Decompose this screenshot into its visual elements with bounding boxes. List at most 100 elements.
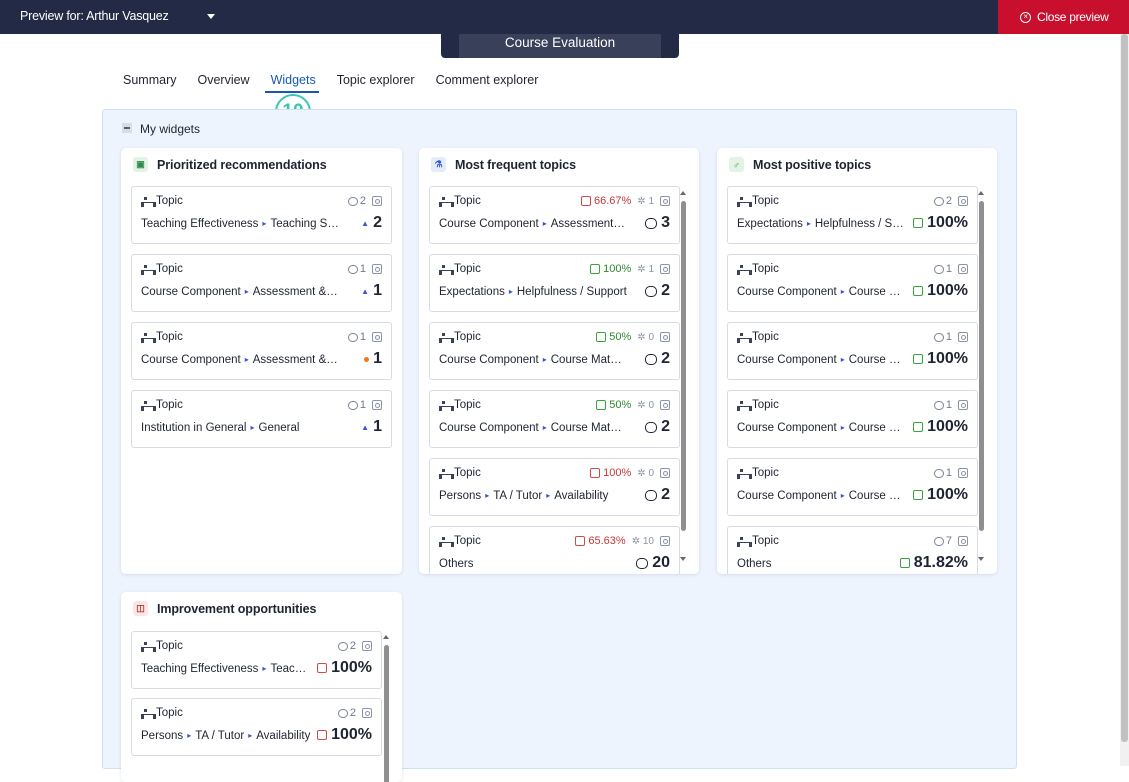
focus-icon[interactable] xyxy=(362,641,372,651)
mention-count: 2 xyxy=(645,418,670,436)
tab-overview[interactable]: Overview xyxy=(197,73,250,87)
topic-card[interactable]: Topic 2 Persons ▸ TA / Tutor ▸ Availability 100… xyxy=(131,698,382,756)
focus-icon[interactable] xyxy=(372,332,382,342)
focus-icon[interactable] xyxy=(660,332,670,342)
scroll-up-icon[interactable] xyxy=(383,635,389,639)
preview-user-select[interactable]: Preview for: Arthur Vasquez xyxy=(20,9,169,23)
focus-icon[interactable] xyxy=(660,264,670,274)
focus-icon[interactable] xyxy=(958,468,968,478)
path-segment: Institution in General xyxy=(141,422,247,434)
topic-card[interactable]: Topic 50% ✲ 0 Course Component ▸ Course Mater… xyxy=(429,322,680,380)
tab-topic-explorer[interactable]: Topic explorer xyxy=(336,73,415,87)
topic-card[interactable]: Topic 1 Course Component▸Course Material &… xyxy=(727,458,978,516)
focus-icon[interactable] xyxy=(660,468,670,478)
topic-label: Topic xyxy=(737,263,779,275)
topic-node-icon xyxy=(439,332,454,343)
path-segment: Teaching Style xyxy=(270,218,339,230)
page-scrollbar[interactable] xyxy=(1120,34,1129,766)
topic-card[interactable]: Topic 66.67% ✲ 1 Course Component ▸ Assessmen… xyxy=(429,186,680,244)
comment-count-value: 1 xyxy=(945,331,952,343)
topic-card[interactable]: Topic 1 Course Component▸Course Material &… xyxy=(727,322,978,380)
focus-icon[interactable] xyxy=(958,536,968,546)
separator-icon: ▸ xyxy=(187,731,192,740)
topic-card[interactable]: Topic 2 Expectations▸Helpfulness / Support… xyxy=(727,186,978,244)
sentiment-icon xyxy=(580,196,591,206)
comment-count-value: 7 xyxy=(945,535,952,547)
scroll-down-icon[interactable] xyxy=(978,557,984,561)
topic-card[interactable]: Topic 65.63% ✲ 10 Others 20 xyxy=(429,526,680,574)
focus-icon[interactable] xyxy=(362,708,372,718)
scroll-thumb[interactable] xyxy=(384,645,389,782)
priority-number: 1 xyxy=(373,350,382,367)
path-segment: Course Component xyxy=(439,218,539,230)
topic-type: Topic xyxy=(454,195,481,207)
separator-icon: ▸ xyxy=(840,491,845,500)
page-scrollbar-thumb[interactable] xyxy=(1121,34,1128,742)
ideas-value: 1 xyxy=(648,195,654,207)
collapse-icon[interactable] xyxy=(122,123,132,133)
mention-count: 3 xyxy=(645,214,670,232)
topic-card[interactable]: Topic 100% ✲ 1 Expectations ▸ Helpfulness / S… xyxy=(429,254,680,312)
separator-icon: ▸ xyxy=(840,287,845,296)
focus-icon[interactable] xyxy=(372,196,382,206)
focus-icon[interactable] xyxy=(660,400,670,410)
topic-card[interactable]: Topic 1 Course Component▸Course Material &… xyxy=(727,254,978,312)
scroll-thumb[interactable] xyxy=(681,201,686,531)
topic-card[interactable]: Topic 50% ✲ 0 Course Component ▸ Course Mater… xyxy=(429,390,680,448)
focus-icon[interactable] xyxy=(372,400,382,410)
ideas-value: 0 xyxy=(648,399,654,411)
negative-percent: 100% xyxy=(317,726,372,744)
topic-card[interactable]: Topic 1 Course Component▸Assessment & Eval… xyxy=(131,322,392,380)
positive-percent: 100% xyxy=(913,282,968,300)
scroll-up-icon[interactable] xyxy=(680,191,686,195)
focus-icon[interactable] xyxy=(958,196,968,206)
widget-title: Most frequent topics xyxy=(455,157,576,172)
close-preview-label: Close preview xyxy=(1037,10,1109,24)
ideas-value: 0 xyxy=(648,467,654,479)
topic-card[interactable]: Topic 1 Institution in General ▸ General ▲ 1 xyxy=(131,390,392,448)
focus-icon[interactable] xyxy=(660,536,670,546)
priority-up-icon: ▲ xyxy=(361,218,370,228)
card-meta: 65.63% ✲ 10 xyxy=(575,535,670,547)
widget-scrollbar[interactable] xyxy=(383,635,390,782)
topic-card[interactable]: Topic 2 Teaching Effectiveness▸Teaching St… xyxy=(131,631,382,689)
widget-scrollbar[interactable] xyxy=(680,191,687,561)
topic-card[interactable]: Topic 7 Others 81.82% xyxy=(727,526,978,574)
focus-icon[interactable] xyxy=(660,196,670,206)
topic-card[interactable]: Topic 1 Course Component▸Assessment & Eval… xyxy=(131,254,392,312)
mention-number: 2 xyxy=(661,418,670,435)
widget-improvement-opportunities: ◫ Improvement opportunities Topic 2 Teachi… xyxy=(121,592,402,782)
priority-value: ▲ 2 xyxy=(361,214,382,232)
focus-icon[interactable] xyxy=(958,400,968,410)
tab-comment-explorer[interactable]: Comment explorer xyxy=(435,73,539,87)
scroll-thumb[interactable] xyxy=(979,201,984,531)
tab-summary[interactable]: Summary xyxy=(123,73,177,87)
scroll-down-icon[interactable] xyxy=(680,557,686,561)
priority-up-icon: ▲ xyxy=(361,286,370,296)
comment-count: 1 xyxy=(933,263,952,275)
positive-percent: 81.82% xyxy=(899,554,968,572)
topic-card[interactable]: Topic 100% ✲ 0 Persons ▸ TA / Tutor ▸ Availabil… xyxy=(429,458,680,516)
comment-count-value: 2 xyxy=(349,640,356,652)
tab-widgets[interactable]: Widgets xyxy=(270,73,316,87)
widget-scrollbar[interactable] xyxy=(978,191,985,561)
topic-card[interactable]: Topic 2 Teaching Effectiveness▸Teaching St… xyxy=(131,186,392,244)
sentiment-value: 66.67% xyxy=(593,195,632,207)
focus-icon[interactable] xyxy=(958,264,968,274)
close-preview-button[interactable]: × Close preview xyxy=(998,0,1129,34)
chevron-down-icon[interactable] xyxy=(207,14,215,19)
focus-icon[interactable] xyxy=(372,264,382,274)
topic-card[interactable]: Topic 1 Course Component▸Course Material &… xyxy=(727,390,978,448)
focus-icon[interactable] xyxy=(958,332,968,342)
path-segment: Teaching Effectiveness xyxy=(141,218,259,230)
scroll-up-icon[interactable] xyxy=(978,191,984,195)
path-segment: Helpfulness / Support xyxy=(814,218,907,230)
comment-icon xyxy=(933,332,944,342)
separator-icon: ▸ xyxy=(485,491,490,500)
card-meta: 1 xyxy=(933,263,968,275)
comment-icon xyxy=(645,217,658,229)
topic-path: Teaching Effectiveness▸Teaching Style▸..… xyxy=(141,218,339,230)
separator-icon: ▸ xyxy=(840,355,845,364)
topic-node-icon xyxy=(439,536,454,547)
topic-node-icon xyxy=(737,536,752,547)
